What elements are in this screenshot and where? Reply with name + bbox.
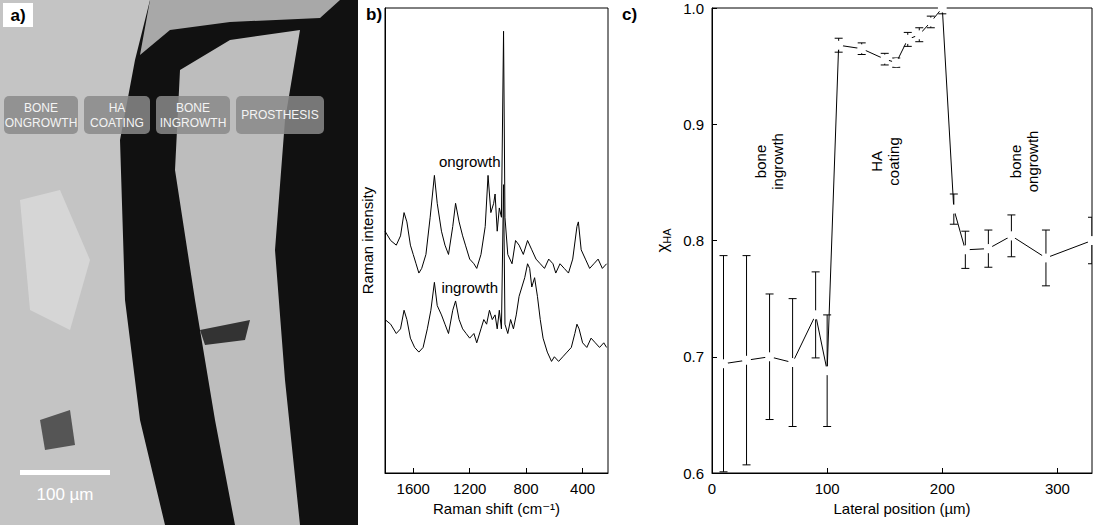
svg-text:b): b) (366, 5, 382, 24)
svg-text:400: 400 (570, 480, 595, 497)
svg-text:Lateral position (µm): Lateral position (µm) (833, 500, 970, 517)
svg-text:1600: 1600 (397, 480, 430, 497)
svg-text:PROSTHESIS: PROSTHESIS (241, 108, 318, 122)
svg-text:COATING: COATING (90, 116, 144, 130)
svg-text:0: 0 (708, 480, 716, 497)
svg-text:100 µm: 100 µm (36, 485, 93, 504)
svg-text:ONGROWTH: ONGROWTH (5, 116, 78, 130)
svg-text:1.0: 1.0 (683, 0, 704, 17)
svg-text:χ: χ (653, 244, 672, 253)
svg-text:0.9: 0.9 (683, 116, 704, 133)
svg-text:Raman shift (cm⁻¹): Raman shift (cm⁻¹) (433, 500, 560, 517)
svg-text:300: 300 (1045, 480, 1070, 497)
svg-text:Raman intensity: Raman intensity (359, 186, 376, 294)
svg-text:HA: HA (868, 151, 885, 172)
svg-text:ongrowth: ongrowth (439, 153, 501, 170)
svg-text:a): a) (10, 6, 25, 25)
svg-text:200: 200 (930, 480, 955, 497)
svg-text:HA: HA (661, 228, 673, 244)
svg-text:BONE: BONE (176, 101, 210, 115)
svg-text:bone: bone (1007, 145, 1024, 178)
svg-text:HA: HA (109, 101, 126, 115)
svg-text:INGROWTH: INGROWTH (160, 116, 227, 130)
svg-text:BONE: BONE (24, 101, 58, 115)
svg-text:100: 100 (815, 480, 840, 497)
svg-text:bone: bone (752, 145, 769, 178)
svg-text:ongrowth: ongrowth (1024, 131, 1041, 193)
svg-text:coating: coating (885, 137, 902, 185)
svg-text:0.6: 0.6 (683, 465, 704, 482)
svg-text:ingrowth: ingrowth (441, 279, 498, 296)
svg-text:ingrowth: ingrowth (769, 133, 786, 190)
svg-text:c): c) (622, 5, 637, 24)
svg-text:0.7: 0.7 (683, 348, 704, 365)
svg-text:0.8: 0.8 (683, 232, 704, 249)
svg-text:1200: 1200 (453, 480, 486, 497)
svg-text:800: 800 (514, 480, 539, 497)
